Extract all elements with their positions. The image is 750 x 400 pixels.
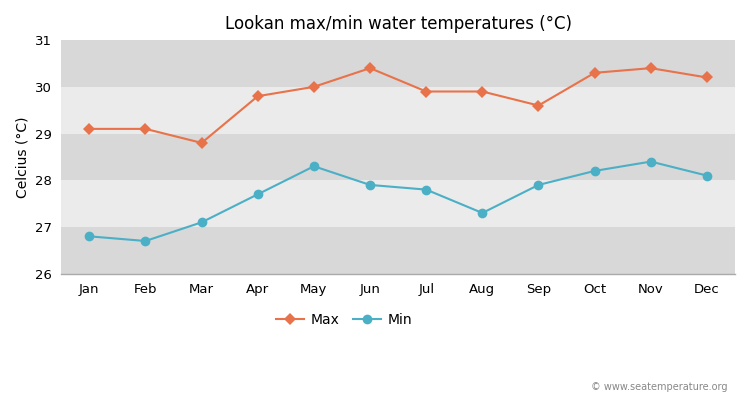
- Bar: [62, 227, 735, 274]
- Bar: [62, 180, 735, 227]
- Title: Lookan max/min water temperatures (°C): Lookan max/min water temperatures (°C): [225, 15, 572, 33]
- Bar: [62, 87, 735, 134]
- Y-axis label: Celcius (°C): Celcius (°C): [15, 116, 29, 198]
- Legend: Max, Min: Max, Min: [270, 307, 419, 332]
- Text: © www.seatemperature.org: © www.seatemperature.org: [591, 382, 728, 392]
- Bar: [62, 40, 735, 87]
- Bar: [62, 134, 735, 180]
